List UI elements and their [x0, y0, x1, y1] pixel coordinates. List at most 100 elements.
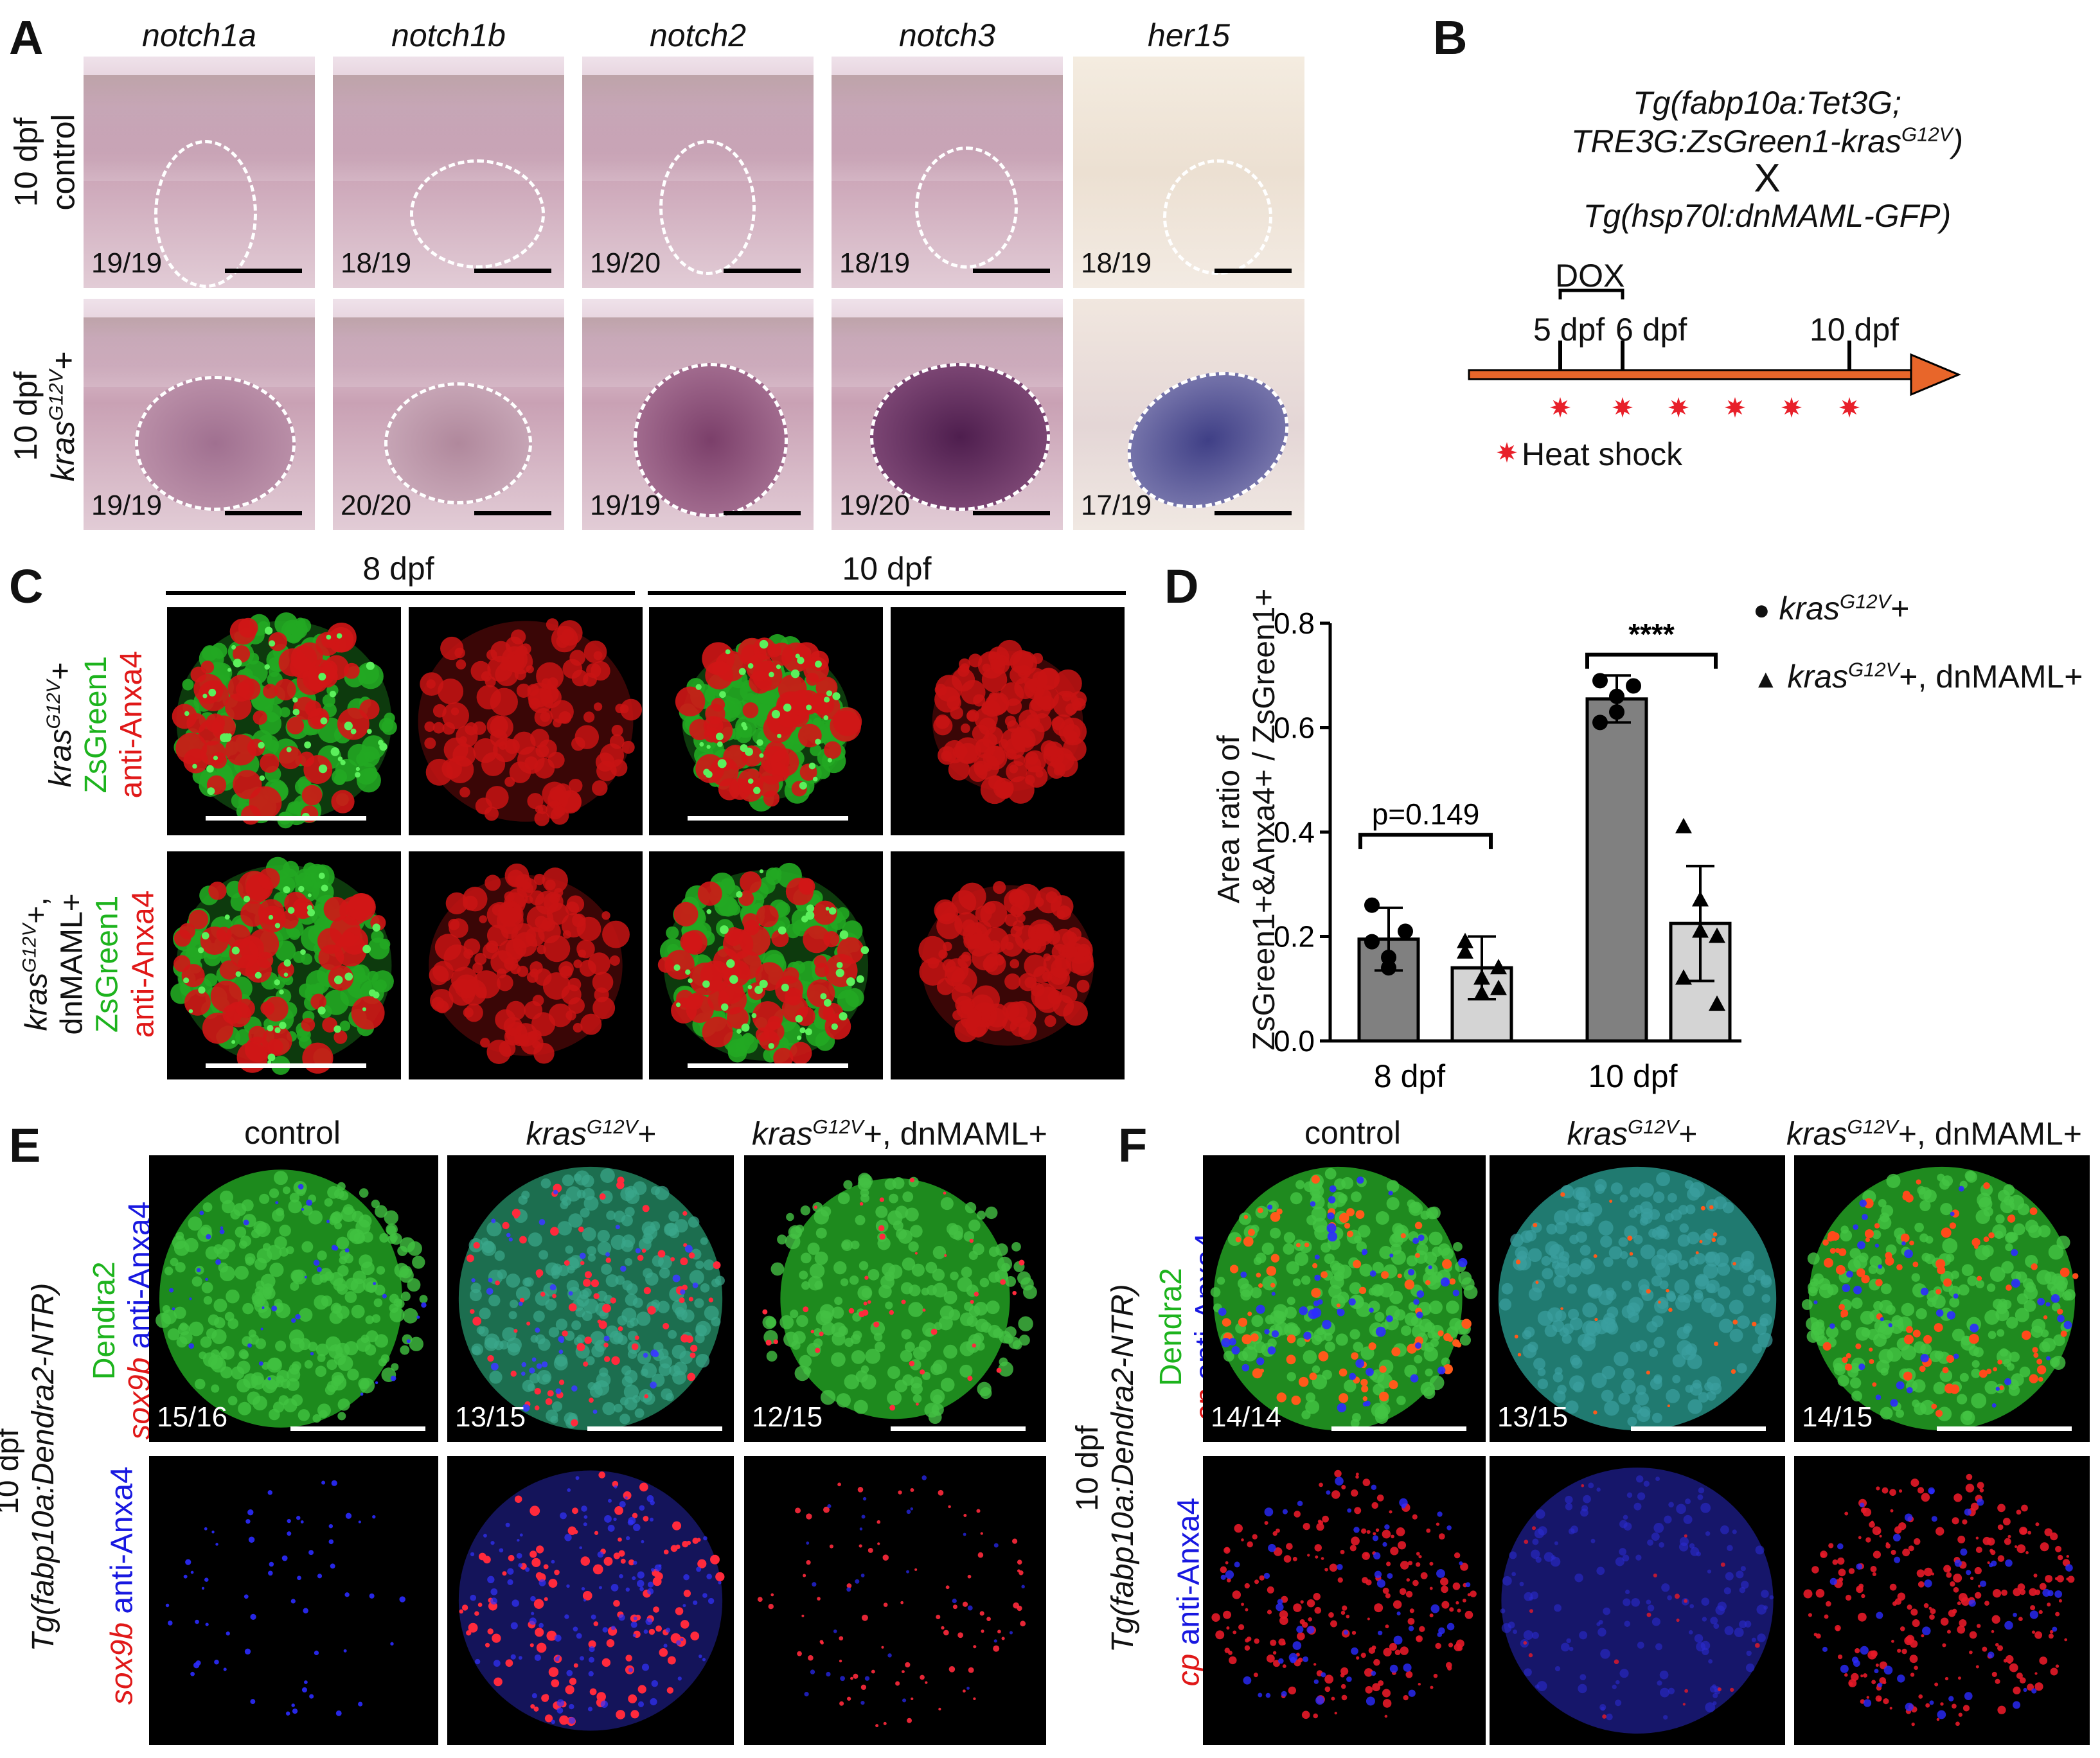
c-merge-8dpf-kras — [167, 607, 401, 835]
f-header-kras-dnmaml: krasG12V+, dnMAML+ — [1786, 1115, 2082, 1152]
micrograph — [1211, 1469, 1477, 1719]
bar — [1585, 697, 1648, 1043]
scale-bar — [225, 511, 302, 515]
count-label: 18/19 — [1081, 247, 1152, 279]
bar-chart: 0.0 0.2 0.4 0.6 0.8 8 dpf 10 dpf p=0.149 **** — [1274, 607, 1741, 1094]
f-merge-dnmaml: 14/15 — [1794, 1155, 2090, 1442]
micrograph — [1803, 1473, 2075, 1727]
data-point — [1473, 984, 1490, 1000]
wish-image-notch2-kras: 19/19 — [582, 299, 814, 530]
data-point — [1490, 979, 1507, 995]
row-label-kras: 10 dpf krasG12V+ — [8, 351, 82, 482]
e-merge-control: 15/16 — [149, 1155, 438, 1442]
f-header-control: control — [1304, 1115, 1401, 1151]
data-point — [1457, 932, 1473, 948]
micrograph — [657, 862, 869, 1068]
data-point — [1364, 897, 1380, 913]
row-label-c2: krasG12V+, dnMAML+ ZsGreen1 anti-Anxa4 — [19, 890, 161, 1038]
e-header-kras: krasG12V+ — [526, 1115, 657, 1152]
micrograph — [1210, 1166, 1478, 1431]
heat-shock-legend-label: Heat shock — [1522, 436, 1683, 472]
micrograph — [165, 1480, 405, 1716]
heat-shock-star-1 — [1550, 397, 1571, 418]
gene-label-her15: her15 — [1148, 17, 1230, 53]
data-point — [1709, 927, 1725, 943]
scale-bar — [1215, 511, 1292, 515]
micrograph — [429, 863, 630, 1064]
heat-shock-legend-icon — [1497, 442, 1517, 463]
e-row1-label: Dendra2 sox9b anti-Anxa4 — [87, 1201, 157, 1440]
header-8dpf: 8 dpf — [362, 551, 434, 587]
c-merge-10dpf-kras — [649, 607, 883, 835]
e-red-blue-dnmaml — [744, 1456, 1046, 1745]
heat-shock-star-5 — [1781, 397, 1802, 418]
y-tick-label: 0.6 — [1274, 711, 1315, 745]
dox-bracket — [1558, 289, 1624, 299]
micrograph — [156, 1169, 428, 1428]
cross-scheme-text: Tg(fabp10a:Tet3G; TRE3G:ZsGreen1-krasG12… — [1452, 84, 2082, 235]
e-merge-dnmaml: 12/15 — [744, 1155, 1046, 1442]
e-merge-kras: 13/15 — [447, 1155, 734, 1442]
y-tick-label: 0.4 — [1274, 815, 1315, 849]
legend-series-2: ▲ krasG12V+, dnMAML+ — [1753, 658, 2083, 695]
micrograph — [675, 634, 862, 812]
wish-image-notch1b-kras: 20/20 — [333, 299, 564, 530]
data-point — [1692, 891, 1709, 907]
scale-bar — [1215, 269, 1292, 273]
heat-shock-star-2 — [1612, 397, 1633, 418]
f-red-blue-kras — [1490, 1456, 1785, 1745]
data-point — [1675, 817, 1692, 833]
micrograph — [1498, 1166, 1777, 1431]
data-point — [1592, 673, 1608, 689]
panel-label-f: F — [1118, 1119, 1148, 1172]
panel-label-c: C — [9, 560, 44, 613]
count-label: 20/20 — [341, 490, 412, 521]
f-red-blue-dnmaml — [1794, 1456, 2090, 1745]
micrograph — [757, 1475, 1026, 1728]
f-merge-control: 14/14 — [1203, 1155, 1486, 1442]
scale-bar — [225, 269, 302, 273]
pvalue-annotation: p=0.149 — [1372, 797, 1480, 831]
c-red-8dpf-kras — [409, 607, 643, 835]
scale-bar — [474, 511, 551, 515]
micrograph — [762, 1173, 1037, 1425]
heat-shock-star-3 — [1668, 397, 1689, 418]
wish-image-notch3-kras: 19/20 — [832, 299, 1063, 530]
e-header-kras-dnmaml: krasG12V+, dnMAML+ — [751, 1115, 1047, 1152]
transgene-line-2: TRE3G:ZsGreen1-krasG12V) — [1571, 123, 1963, 159]
y-tick-label: 0.0 — [1274, 1024, 1315, 1058]
count-label: 19/20 — [839, 490, 911, 521]
panel-label-d: D — [1164, 560, 1199, 613]
chart-ylabel: Area ratio of ZsGreen1+&Anxa4+ / ZsGreen… — [1211, 588, 1281, 1051]
data-point — [1592, 715, 1608, 731]
header-line-8dpf — [166, 591, 635, 595]
header-10dpf: 10 dpf — [842, 551, 932, 587]
pvalue-annotation-bracket — [1358, 833, 1493, 849]
data-point — [1675, 969, 1692, 985]
transgene-line-3: Tg(hsp70l:dnMAML-GFP) — [1583, 197, 1952, 234]
scale-bar — [973, 511, 1050, 515]
micrograph — [458, 1470, 725, 1731]
c-red-8dpf-dnmaml — [409, 851, 643, 1079]
f-red-blue-control — [1203, 1456, 1486, 1745]
x-tick-label: 10 dpf — [1588, 1058, 1677, 1094]
count-label: 19/20 — [590, 247, 661, 279]
c-red-10dpf-dnmaml — [891, 851, 1125, 1079]
cross-symbol: X — [1754, 156, 1781, 200]
c-merge-8dpf-dnmaml — [167, 851, 401, 1079]
heat-shock-star-4 — [1725, 397, 1745, 418]
timepoint-6dpf: 6 dpf — [1615, 312, 1687, 348]
x-tick-label: 8 dpf — [1374, 1058, 1445, 1094]
data-point — [1609, 688, 1624, 704]
micrograph — [918, 881, 1094, 1046]
data-point — [1709, 995, 1725, 1011]
row-label-control: 10 dpf control — [8, 114, 82, 211]
wish-image-notch1a-control: 19/19 — [84, 57, 315, 288]
data-point — [1626, 678, 1641, 694]
data-point — [1692, 922, 1709, 938]
row-label-c1: krasG12V+ ZsGreen1 anti-Anxa4 — [43, 651, 149, 799]
wish-image-notch2-control: 19/20 — [582, 57, 814, 288]
wish-image-her15-control: 18/19 — [1073, 57, 1304, 288]
data-point — [1473, 969, 1490, 985]
transgene-line-1: Tg(fabp10a:Tet3G; — [1633, 85, 1901, 121]
